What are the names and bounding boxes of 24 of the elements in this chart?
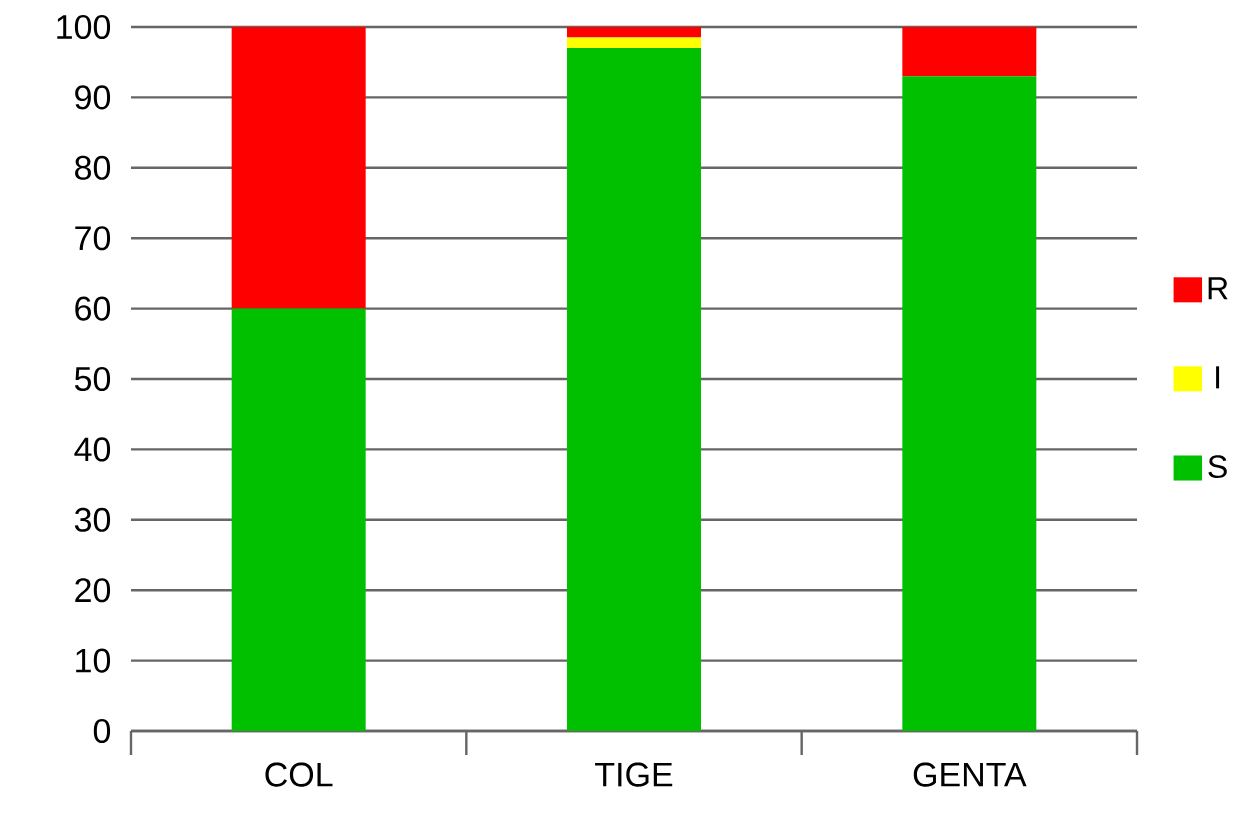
bar	[902, 27, 1037, 77]
legend-label: R	[1208, 277, 1228, 300]
bar	[231, 27, 366, 309]
y-tick-label: 70	[75, 226, 111, 251]
y-tick-label: 60	[75, 296, 111, 321]
bar	[567, 48, 702, 731]
y-tick-label: 90	[75, 85, 111, 110]
y-tick-label: 40	[74, 437, 111, 462]
y-tick-label: 80	[75, 155, 111, 180]
bar	[902, 76, 1037, 731]
y-tick-label: 0	[93, 718, 111, 744]
legend-label: I	[1216, 366, 1220, 389]
y-tick-label: 50	[74, 366, 111, 392]
bar	[567, 37, 702, 49]
y-tick-label: 30	[74, 507, 111, 532]
bar	[231, 308, 366, 731]
y-tick-label: 20	[75, 578, 111, 603]
y-tick-label: 10	[76, 648, 111, 673]
bar	[567, 27, 702, 38]
x-tick-label: TIGE	[595, 762, 673, 787]
y-tick-label: 100	[57, 14, 111, 40]
x-tick-label: GENTA	[913, 762, 1027, 787]
x-tick-label: COL	[265, 762, 333, 787]
legend-label: S	[1208, 455, 1227, 478]
